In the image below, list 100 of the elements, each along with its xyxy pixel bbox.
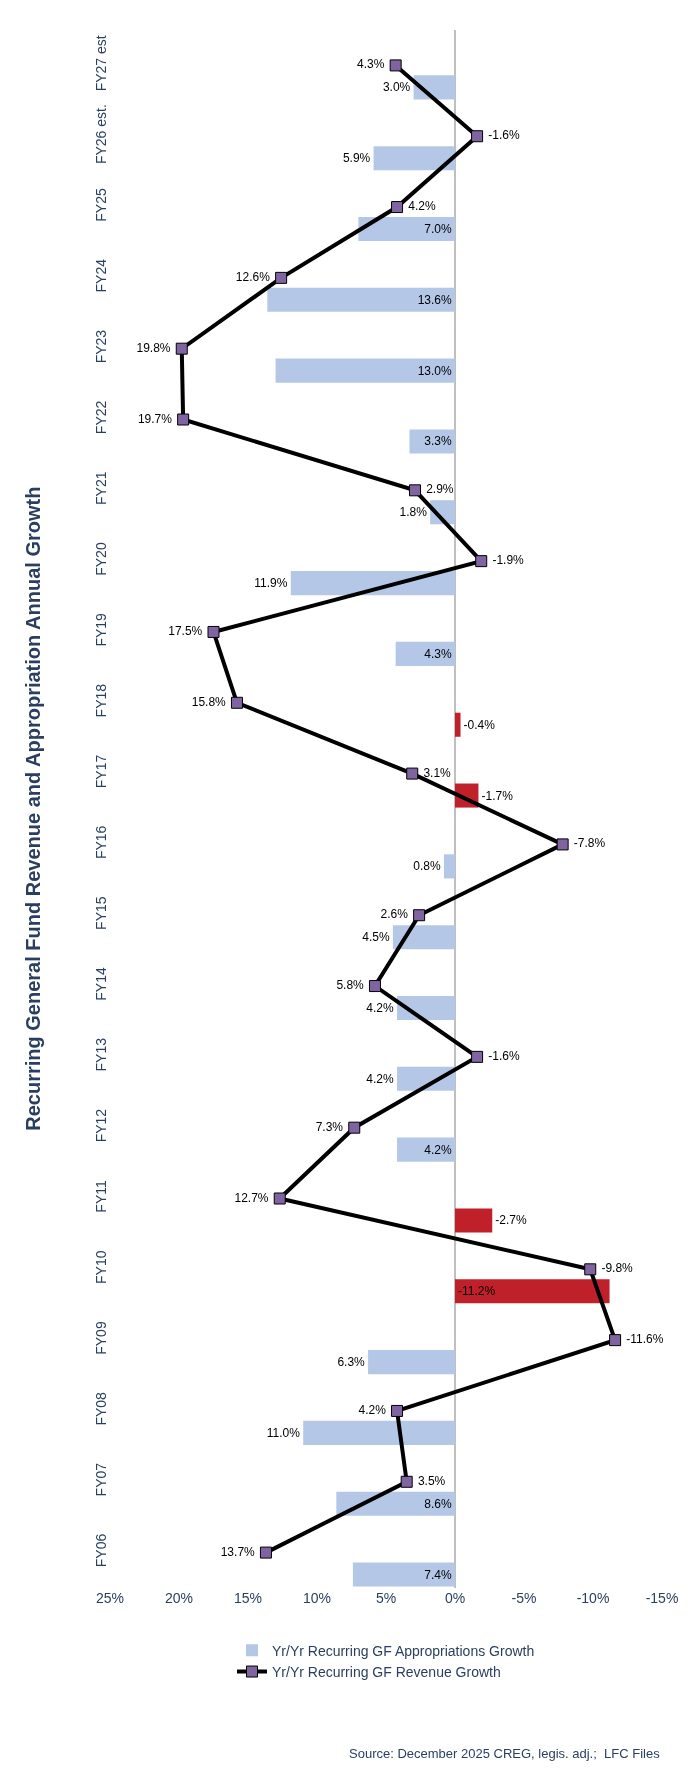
y-tick-label: FY20 (93, 542, 110, 576)
data-label: 6.3% (337, 1355, 366, 1370)
point (230, 696, 243, 709)
data-label: -2.7% (495, 1213, 527, 1228)
y-tick-label: FY09 (93, 1321, 110, 1355)
point (207, 625, 220, 638)
data-label: 4.2% (366, 1001, 395, 1015)
data-label: 17.5% (164, 623, 206, 638)
point (609, 1334, 622, 1347)
data-label: 5.9% (342, 151, 371, 166)
y-tick-label: FY06 (93, 1533, 110, 1568)
data-label: 2.6% (377, 907, 412, 922)
data-label: 8.6% (424, 1496, 452, 1511)
legend-label: Yr/Yr Recurring GF Revenue Growth (272, 1664, 501, 1680)
data-label: 4.3% (353, 57, 388, 72)
bar (392, 925, 455, 950)
point (391, 1404, 404, 1417)
point (391, 201, 404, 214)
y-tick-label: FY19 (93, 612, 110, 647)
data-label: 4.2% (424, 1142, 452, 1157)
point (259, 1546, 272, 1559)
x-tick-label: 5% (375, 1590, 397, 1606)
data-label: 19.8% (133, 340, 174, 355)
point (584, 1263, 597, 1276)
bar (267, 287, 455, 312)
data-label: 19.7% (134, 411, 176, 426)
data-label: 1.8% (399, 505, 428, 520)
point (475, 555, 488, 568)
x-tick-label: -15% (645, 1590, 679, 1606)
data-label: 11.0% (266, 1425, 301, 1440)
data-label: 13.0% (417, 363, 452, 378)
y-tick-label: FY16 (93, 825, 110, 860)
y-tick-label: FY12 (93, 1108, 110, 1143)
point (471, 130, 484, 143)
point (400, 1475, 413, 1488)
point (175, 342, 188, 355)
bar (290, 571, 455, 596)
data-label: 4.2% (355, 1402, 390, 1417)
y-tick-label: FY23 (93, 329, 110, 364)
point (348, 1121, 361, 1134)
data-label: -1.7% (481, 788, 514, 803)
data-label: 13.6% (417, 292, 452, 307)
data-label: 12.7% (231, 1190, 272, 1205)
y-tick-label: FY10 (93, 1250, 110, 1284)
data-label: 3.0% (382, 80, 411, 95)
data-label: 4.5% (362, 930, 390, 945)
data-label: -9.8% (598, 1261, 637, 1276)
x-tick-label: -10% (576, 1590, 610, 1606)
x-tick-label: 20% (164, 1590, 194, 1606)
bar (373, 146, 455, 171)
data-label: -0.4% (463, 717, 496, 732)
y-tick-label: FY13 (93, 1037, 110, 1072)
y-tick-label: FY24 (93, 258, 110, 293)
bar (397, 995, 455, 1021)
data-label: -7.8% (570, 836, 609, 851)
x-tick-label: -5% (511, 1590, 537, 1606)
y-tick-label: FY08 (93, 1391, 110, 1426)
point (471, 1050, 484, 1063)
bar (455, 1279, 610, 1304)
data-label: -1.9% (489, 553, 528, 568)
data-label: 3.1% (420, 765, 455, 780)
point (408, 484, 421, 497)
point (177, 413, 190, 426)
bar (443, 854, 455, 879)
data-label: 15.8% (188, 694, 230, 709)
data-label: 2.9% (422, 482, 457, 497)
bar (368, 1350, 455, 1375)
y-tick-label: FY26 est. (93, 104, 110, 165)
bar (455, 1208, 493, 1233)
y-tick-label: FY27 est (93, 35, 110, 92)
data-label: 11.9% (254, 576, 288, 591)
bar (275, 358, 455, 383)
legend-label: Yr/Yr Recurring GF Appropriations Growth (272, 1642, 535, 1659)
y-tick-label: FY21 (93, 471, 110, 505)
y-tick-label: FY11 (93, 1179, 110, 1213)
point (368, 980, 381, 993)
data-label: 0.8% (413, 859, 441, 874)
data-label: 3.5% (414, 1473, 449, 1488)
data-label: 4.2% (404, 199, 439, 214)
y-tick-label: FY15 (93, 896, 110, 930)
y-tick-label: FY18 (93, 683, 110, 718)
y-tick-label: FY17 (93, 754, 110, 789)
y-tick-label: FY14 (93, 967, 110, 1001)
bar (352, 1562, 455, 1587)
bar (358, 216, 455, 242)
data-label: 7.4% (424, 1567, 452, 1582)
text: Recurring General Fund Revenue and Appropriation Annual Growth (21, 486, 44, 1131)
data-label: -1.6% (484, 128, 523, 143)
x-tick-label: 15% (233, 1590, 263, 1606)
y-tick-label: FY22 (93, 400, 110, 435)
data-label: -11.6% (622, 1332, 667, 1347)
source-note: Source: December 2025 CREG, legis. adj.; LFC Files (349, 1746, 661, 1761)
point (389, 59, 402, 72)
data-label: 12.6% (232, 269, 274, 284)
y-tick-label: FY07 (93, 1462, 110, 1497)
bar (455, 712, 461, 737)
data-label: 7.0% (424, 222, 452, 236)
data-label: 5.8% (333, 978, 368, 993)
bar (303, 1420, 455, 1445)
x-tick-label: 0% (444, 1590, 466, 1606)
